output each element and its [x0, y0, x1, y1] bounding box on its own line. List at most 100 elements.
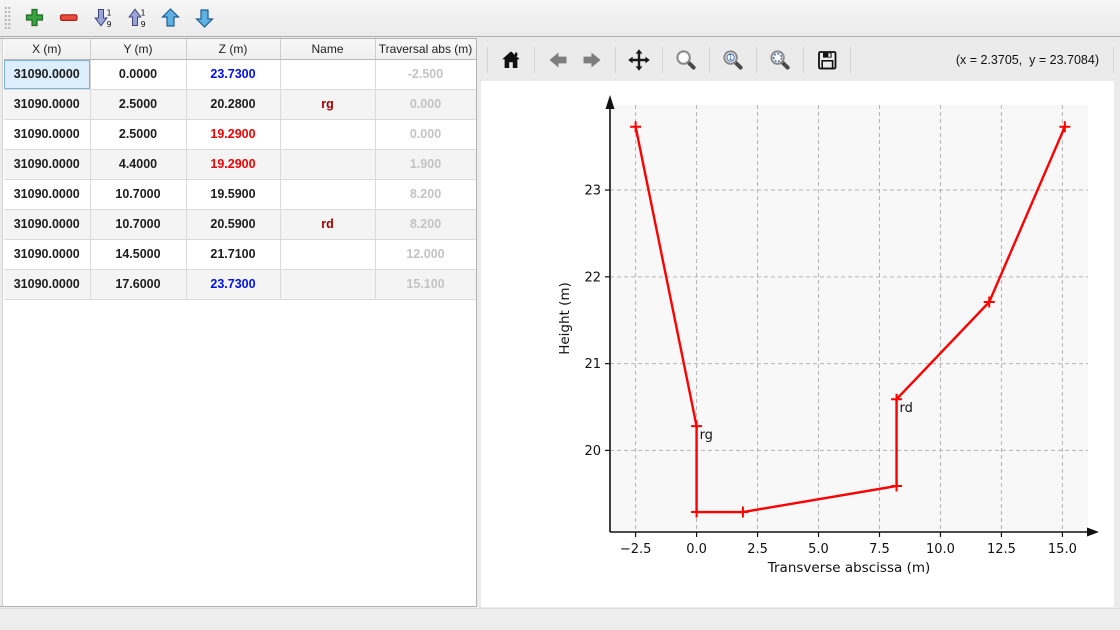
data-point-marker[interactable]: [891, 480, 903, 492]
zoom-selection-button[interactable]: [766, 46, 794, 74]
y-tick-label: 21: [584, 357, 601, 372]
toolbar-grip[interactable]: [4, 6, 11, 30]
remove-point-button[interactable]: [55, 4, 83, 32]
table-row: 31090.0000 14.5000 21.7100 12.000: [4, 239, 476, 270]
cell-x[interactable]: 31090.0000: [4, 209, 91, 240]
column-header-y[interactable]: Y (m): [90, 39, 187, 60]
cell-abs[interactable]: 0.000: [375, 89, 476, 120]
x-tick-label: 12.5: [987, 542, 1016, 557]
cell-x[interactable]: 31090.0000: [4, 269, 91, 300]
back-button[interactable]: [544, 46, 572, 74]
cell-abs[interactable]: -2.500: [375, 59, 476, 90]
toolbar-separator: [615, 46, 616, 73]
sort-ascending-button[interactable]: 1 9: [123, 4, 151, 32]
move-point-up-button[interactable]: [157, 4, 185, 32]
toolbar-separator: [487, 46, 488, 73]
table-row: 31090.0000 0.0000 23.7300 -2.500: [4, 59, 476, 90]
arrow-up-icon: [161, 8, 180, 27]
data-point-marker[interactable]: [691, 506, 703, 518]
cell-z[interactable]: 20.5900: [186, 209, 281, 240]
cell-z[interactable]: 23.7300: [186, 269, 281, 300]
column-header-abs[interactable]: Traversal abs (m): [375, 39, 476, 60]
cell-name[interactable]: [280, 59, 376, 90]
cell-abs[interactable]: 12.000: [375, 239, 476, 270]
cell-z[interactable]: 20.2800: [186, 89, 281, 120]
cell-name[interactable]: [280, 179, 376, 210]
cell-x[interactable]: 31090.0000: [4, 119, 91, 150]
pan-button[interactable]: [625, 46, 653, 74]
table-row: 31090.0000 4.4000 19.2900 1.900: [4, 149, 476, 180]
plot-toolbar: 1 (x = 2.3705, y = 23.7084): [481, 38, 1120, 81]
cell-y[interactable]: 0.0000: [90, 59, 187, 90]
data-point-marker[interactable]: [1059, 121, 1071, 133]
zoom-button[interactable]: [672, 46, 700, 74]
cell-x[interactable]: 31090.0000: [4, 59, 91, 90]
x-tick-label: 15.0: [1048, 542, 1077, 557]
cell-x[interactable]: 31090.0000: [4, 149, 91, 180]
forward-button[interactable]: [578, 46, 606, 74]
cell-z[interactable]: 21.7100: [186, 239, 281, 270]
cell-abs[interactable]: 1.900: [375, 149, 476, 180]
cell-x[interactable]: 31090.0000: [4, 89, 91, 120]
data-point-marker[interactable]: [737, 506, 749, 518]
point-label-rg: rg: [700, 428, 713, 443]
status-bar: [0, 608, 1120, 630]
cross-section-plot[interactable]: −2.5 0.0 2.5 5.0 7.5 10.0 12.5 15.0 20 21 22 23 rg rd…: [481, 81, 1114, 607]
home-button[interactable]: [497, 46, 525, 74]
data-point-marker[interactable]: [691, 420, 703, 432]
cell-z[interactable]: 23.7300: [186, 59, 281, 90]
cell-abs[interactable]: 0.000: [375, 119, 476, 150]
table-row: 31090.0000 2.5000 20.2800 rg 0.000: [4, 89, 476, 120]
cell-abs[interactable]: 8.200: [375, 209, 476, 240]
column-header-name[interactable]: Name: [280, 39, 376, 60]
cell-y[interactable]: 2.5000: [90, 119, 187, 150]
cell-name[interactable]: [280, 239, 376, 270]
cell-y[interactable]: 10.7000: [90, 179, 187, 210]
y-tick-label: 23: [584, 184, 601, 199]
pan-icon: [628, 48, 650, 71]
minus-icon: [59, 14, 78, 22]
column-header-z[interactable]: Z (m): [186, 39, 281, 60]
cell-y[interactable]: 14.5000: [90, 239, 187, 270]
cell-x[interactable]: 31090.0000: [4, 239, 91, 270]
save-button[interactable]: [813, 46, 841, 74]
x-tick-label: 2.5: [747, 542, 768, 557]
x-tick-label: 10.0: [926, 542, 955, 557]
cell-abs[interactable]: 15.100: [375, 269, 476, 300]
toolbar-separator: [709, 46, 710, 73]
data-point-marker[interactable]: [891, 393, 903, 405]
cell-z[interactable]: 19.2900: [186, 149, 281, 180]
cell-name[interactable]: rg: [280, 89, 376, 120]
data-point-marker[interactable]: [630, 121, 642, 133]
cell-name[interactable]: [280, 269, 376, 300]
cell-z[interactable]: 19.5900: [186, 179, 281, 210]
sort-descending-button[interactable]: 1 9: [89, 4, 117, 32]
cell-y[interactable]: 2.5000: [90, 89, 187, 120]
cell-y[interactable]: 17.6000: [90, 269, 187, 300]
y-tick-label: 20: [584, 444, 601, 459]
toolbar-separator: [850, 46, 851, 73]
cell-z[interactable]: 19.2900: [186, 119, 281, 150]
plot-area[interactable]: [610, 105, 1088, 532]
x-tick-label: −2.5: [620, 542, 652, 557]
add-point-button[interactable]: [21, 4, 49, 32]
cell-y[interactable]: 10.7000: [90, 209, 187, 240]
zoom-1-1-button[interactable]: 1: [719, 46, 747, 74]
x-tick-label: 7.5: [869, 542, 890, 557]
cell-name[interactable]: rd: [280, 209, 376, 240]
data-point-marker[interactable]: [983, 296, 995, 308]
move-point-down-button[interactable]: [191, 4, 219, 32]
table-row: 31090.0000 10.7000 20.5900 rd 8.200: [4, 209, 476, 240]
magnifier-icon: [676, 49, 696, 70]
cell-name[interactable]: [280, 119, 376, 150]
column-header-x[interactable]: X (m): [4, 39, 91, 60]
points-table: X (m) Y (m) Z (m) Name Traversal abs (m) 3109…: [4, 39, 476, 300]
cell-x[interactable]: 31090.0000: [4, 179, 91, 210]
cell-abs[interactable]: 8.200: [375, 179, 476, 210]
cell-name[interactable]: [280, 149, 376, 180]
cell-y[interactable]: 4.4000: [90, 149, 187, 180]
toolbar-separator: [662, 46, 663, 73]
table-header-row: X (m) Y (m) Z (m) Name Traversal abs (m): [4, 39, 476, 60]
y-axis-arrow: [605, 95, 615, 109]
table-vertical-header: [0, 39, 3, 606]
